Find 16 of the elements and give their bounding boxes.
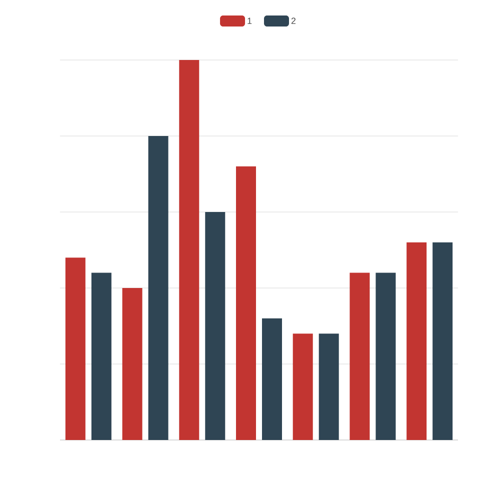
bar [350,272,370,440]
legend-label: 1 [248,18,252,24]
legend-label: 2 [291,18,296,24]
bar [376,272,396,440]
bar [236,166,256,440]
bar [406,242,427,440]
bar [292,334,313,440]
bar [205,212,226,440]
bar [122,288,142,440]
bar [262,318,282,440]
bar [148,136,168,440]
bar [65,258,86,440]
bar [179,60,200,440]
bar [91,272,112,440]
bar [432,242,453,440]
bar [318,334,339,440]
